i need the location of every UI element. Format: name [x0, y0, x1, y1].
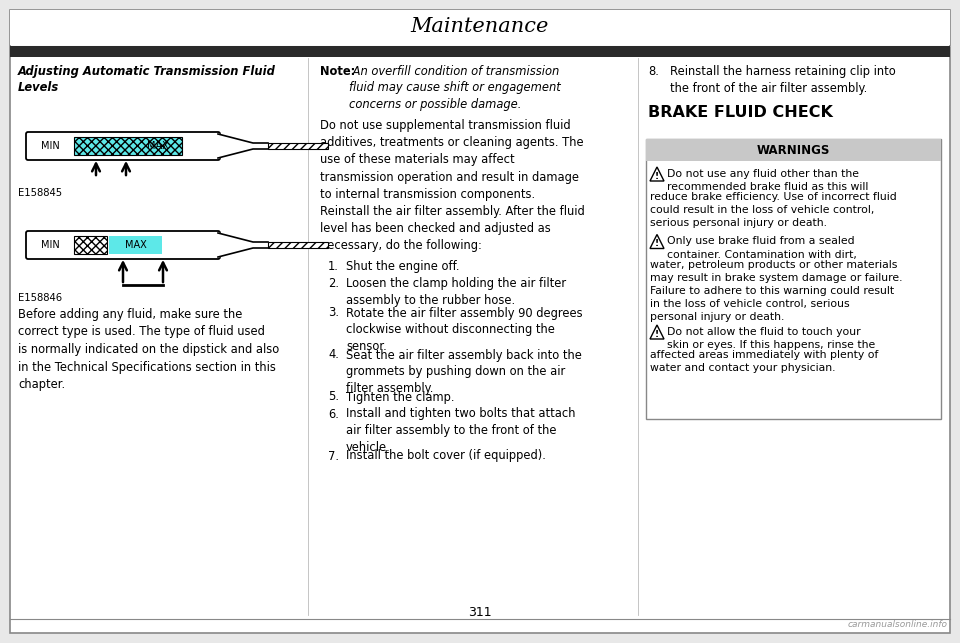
Text: MAX: MAX: [147, 141, 169, 151]
Bar: [74, 137, 182, 155]
Text: Do not use any fluid other than the
recommended brake fluid as this will: Do not use any fluid other than the reco…: [667, 169, 869, 192]
Polygon shape: [650, 325, 664, 339]
Bar: [109, 236, 162, 254]
Text: Before adding any fluid, make sure the
correct type is used. The type of fluid u: Before adding any fluid, make sure the c…: [18, 308, 279, 391]
Text: Seat the air filter assembly back into the
grommets by pushing down on the air
f: Seat the air filter assembly back into t…: [346, 349, 582, 395]
FancyBboxPatch shape: [26, 231, 220, 259]
Bar: [646, 139, 941, 419]
Bar: [646, 139, 941, 161]
Text: Do not allow the fluid to touch your
skin or eyes. If this happens, rinse the: Do not allow the fluid to touch your ski…: [667, 327, 876, 350]
Polygon shape: [218, 233, 268, 257]
Polygon shape: [650, 235, 664, 248]
Bar: [74, 137, 182, 155]
Text: Install the bolt cover (if equipped).: Install the bolt cover (if equipped).: [346, 449, 546, 462]
Text: Rotate the air filter assembly 90 degrees
clockwise without disconnecting the
se: Rotate the air filter assembly 90 degree…: [346, 307, 583, 353]
Bar: [268, 242, 328, 248]
Bar: [74, 236, 107, 254]
Text: 4.: 4.: [328, 349, 339, 361]
Text: carmanualsonline.info: carmanualsonline.info: [848, 620, 948, 629]
Bar: [10, 10, 950, 45]
Text: reduce brake efficiency. Use of incorrect fluid
could result in the loss of vehi: reduce brake efficiency. Use of incorrec…: [650, 192, 897, 228]
Text: !: !: [655, 172, 660, 181]
Text: Tighten the clamp.: Tighten the clamp.: [346, 390, 454, 404]
Text: 7.: 7.: [328, 449, 339, 462]
Text: Do not use supplemental transmission fluid
additives, treatments or cleaning age: Do not use supplemental transmission flu…: [320, 119, 585, 253]
Text: Maintenance: Maintenance: [411, 17, 549, 37]
FancyBboxPatch shape: [26, 132, 220, 160]
Text: 5.: 5.: [328, 390, 339, 404]
Text: Shut the engine off.: Shut the engine off.: [346, 260, 460, 273]
Text: !: !: [655, 330, 660, 339]
Text: 3.: 3.: [328, 307, 339, 320]
Text: Only use brake fluid from a sealed
container. Contamination with dirt,: Only use brake fluid from a sealed conta…: [667, 237, 857, 260]
Bar: [268, 143, 328, 149]
Polygon shape: [650, 167, 664, 181]
Text: MAX: MAX: [125, 240, 146, 250]
Text: Loosen the clamp holding the air filter
assembly to the rubber hose.: Loosen the clamp holding the air filter …: [346, 277, 566, 307]
Text: Adjusting Automatic Transmission Fluid
Levels: Adjusting Automatic Transmission Fluid L…: [18, 65, 276, 94]
Polygon shape: [218, 134, 268, 158]
Text: water, petroleum products or other materials
may result in brake system damage o: water, petroleum products or other mater…: [650, 260, 902, 322]
Text: 8.: 8.: [648, 65, 659, 78]
Text: An overfill condition of transmission
fluid may cause shift or engagement
concer: An overfill condition of transmission fl…: [349, 65, 561, 111]
Text: 1.: 1.: [328, 260, 339, 273]
Text: Note:: Note:: [320, 65, 355, 78]
Text: Reinstall the harness retaining clip into
the front of the air filter assembly.: Reinstall the harness retaining clip int…: [670, 65, 896, 95]
Text: WARNINGS: WARNINGS: [756, 143, 830, 156]
Text: 6.: 6.: [328, 408, 339, 421]
Text: affected areas immediately with plenty of
water and contact your physician.: affected areas immediately with plenty o…: [650, 350, 878, 373]
Text: MIN: MIN: [40, 240, 60, 250]
Text: E158845: E158845: [18, 188, 62, 198]
Text: !: !: [655, 239, 660, 248]
Bar: [10, 46, 950, 57]
Text: Install and tighten two bolts that attach
air filter assembly to the front of th: Install and tighten two bolts that attac…: [346, 408, 575, 454]
Text: 311: 311: [468, 606, 492, 619]
Text: E158846: E158846: [18, 293, 62, 303]
Text: 2.: 2.: [328, 277, 339, 290]
Text: MIN: MIN: [40, 141, 60, 151]
Text: BRAKE FLUID CHECK: BRAKE FLUID CHECK: [648, 105, 833, 120]
